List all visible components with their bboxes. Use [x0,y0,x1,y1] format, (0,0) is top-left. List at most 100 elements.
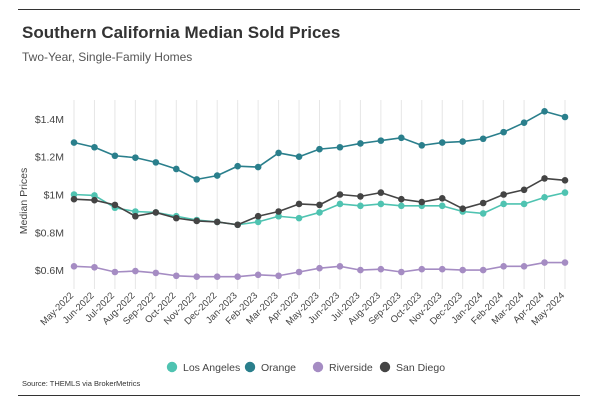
y-tick-label: $0.8M [35,227,64,239]
data-point-riverside [398,268,405,276]
legend-label: Los Angeles [183,362,240,374]
data-point-orange [561,113,569,121]
data-point-los-angeles [377,200,385,208]
data-point-riverside [500,263,507,270]
data-point-orange [213,172,221,179]
data-point-san-diego [193,217,201,225]
data-point-orange [275,149,282,157]
data-point-san-diego [254,212,262,220]
data-point-san-diego [398,195,405,203]
series [70,108,569,281]
data-point-san-diego [213,218,221,226]
x-axis: May-2022Jun-2022Jul-2022Aug-2022Sep-2022… [38,290,567,328]
source-note: Source: THEMLS via BrokerMetrics [22,379,141,388]
y-axis: $0.6M $0.8M $1M $1.2M $1.4M [35,114,64,277]
data-point-orange [193,176,201,183]
legend-label: San Diego [396,362,445,374]
legend-swatch [244,361,256,373]
data-point-los-angeles [275,212,282,220]
data-point-riverside [295,268,303,276]
data-point-riverside [438,265,446,273]
data-point-riverside [541,259,548,266]
data-point-los-angeles [438,202,446,210]
data-point-riverside [193,273,201,281]
data-point-orange [459,138,467,145]
data-point-orange [479,135,487,143]
data-point-los-angeles [70,191,78,198]
y-tick-label: $0.6M [35,265,64,277]
data-point-los-angeles [398,202,405,210]
data-point-san-diego [541,175,548,182]
data-point-orange [520,119,528,126]
data-point-riverside [357,266,364,274]
legend-item-san-diego: San Diego [379,361,445,374]
legend-swatch [379,361,391,373]
data-point-orange [132,154,139,161]
data-point-riverside [520,263,528,270]
data-point-orange [111,152,119,160]
y-tick-label: $1.2M [35,152,64,164]
data-point-san-diego [234,221,241,229]
data-point-san-diego [500,191,507,198]
data-point-riverside [336,263,344,270]
data-point-san-diego [132,212,139,220]
data-point-los-angeles [541,194,548,201]
y-tick-label: $1M [44,190,64,202]
data-point-los-angeles [520,200,528,208]
data-point-orange [500,128,507,136]
data-point-riverside [377,265,385,273]
data-point-riverside [111,268,119,276]
series-riverside [70,259,569,281]
data-point-los-angeles [132,208,139,215]
data-point-san-diego [459,205,467,212]
data-point-orange [377,137,385,144]
data-point-los-angeles [479,210,487,217]
data-point-orange [316,145,323,153]
series-san-diego [70,175,569,229]
data-point-san-diego [91,196,98,204]
legend-item-orange: Orange [244,361,296,374]
data-point-orange [91,143,98,151]
data-point-orange [254,163,262,171]
data-point-riverside [70,263,78,270]
data-point-riverside [152,269,160,277]
data-point-orange [234,162,241,170]
data-point-san-diego [438,194,446,202]
data-point-riverside [213,273,221,281]
data-point-san-diego [275,208,282,215]
series-orange [70,108,569,183]
data-point-los-angeles [561,189,569,196]
bottom-divider [18,395,580,396]
data-point-los-angeles [91,192,98,199]
data-point-riverside [234,273,241,281]
data-point-orange [70,139,78,146]
chart-subtitle: Two-Year, Single-Family Homes [22,50,193,64]
data-point-riverside [254,271,262,279]
data-point-orange [172,165,180,173]
chart-title: Southern California Median Sold Prices [22,23,341,42]
data-point-los-angeles [254,218,262,226]
y-tick-label: $1.4M [35,114,64,126]
data-point-los-angeles [336,200,344,208]
data-point-orange [438,139,446,146]
data-point-los-angeles [500,200,507,208]
legend-label: Riverside [329,362,373,374]
data-point-san-diego [479,199,487,207]
data-point-orange [398,134,405,142]
data-point-san-diego [418,198,426,206]
data-point-san-diego [377,189,385,196]
data-point-san-diego [70,195,78,203]
legend-item-los-angeles: Los Angeles [166,361,240,374]
legend-swatch [312,361,324,373]
top-divider [18,9,580,10]
legend-label: Orange [261,362,296,374]
legend: Los Angeles Orange Riverside San Diego [166,361,445,374]
data-point-san-diego [295,200,303,208]
data-point-los-angeles [357,202,364,210]
data-point-orange [357,140,364,147]
data-point-san-diego [357,193,364,200]
data-point-san-diego [336,191,344,198]
data-point-san-diego [152,209,160,216]
